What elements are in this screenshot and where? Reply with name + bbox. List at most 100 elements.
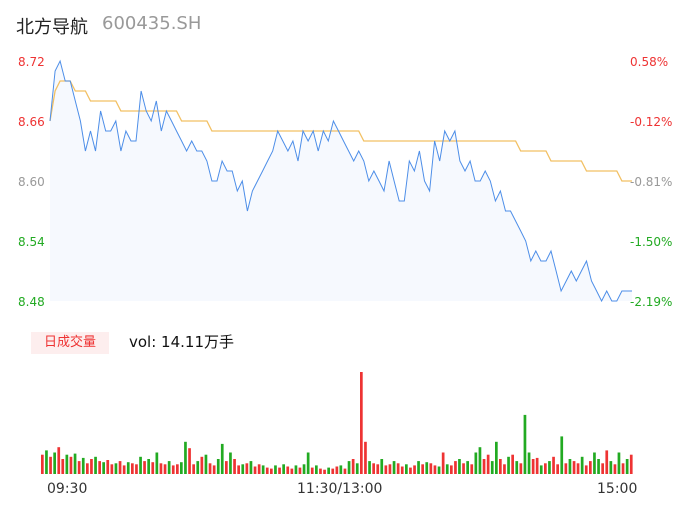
volume-bar	[552, 456, 555, 474]
volume-bar	[310, 467, 314, 474]
volume-bar	[409, 467, 412, 474]
volume-bar	[421, 464, 424, 474]
volume-bar	[294, 465, 298, 474]
volume-bar	[589, 461, 592, 474]
volume-bar	[184, 441, 187, 474]
volume-bar	[167, 461, 171, 474]
volume-bar	[171, 465, 175, 474]
volume-bar	[355, 463, 359, 474]
volume-bar	[507, 456, 510, 474]
y-right-tick-4: -2.19%	[630, 295, 672, 309]
volume-bar	[98, 461, 101, 474]
volume-bar	[282, 464, 285, 474]
volume-bar	[601, 463, 604, 474]
volume-bar	[192, 464, 195, 474]
volume-bar	[450, 465, 453, 474]
volume-bar	[495, 441, 498, 474]
volume-bar	[372, 463, 375, 474]
volume-bar	[147, 459, 150, 474]
volume-bar	[176, 464, 179, 474]
volume-bar	[53, 452, 56, 474]
volume-bar	[315, 465, 318, 474]
volume-bar	[597, 459, 600, 474]
volume-bar	[49, 456, 52, 474]
volume-bar	[290, 468, 294, 474]
volume-bar	[77, 461, 81, 474]
volume-bar	[593, 452, 596, 474]
volume-bar	[298, 467, 302, 474]
volume-bar	[511, 454, 514, 474]
volume-bar	[253, 466, 257, 474]
volume-bar	[81, 457, 85, 474]
volume-bar	[122, 465, 126, 474]
volume-bar	[388, 464, 392, 474]
volume-bar	[233, 459, 236, 474]
volume-bar	[343, 468, 347, 474]
volume-bar	[347, 461, 351, 474]
volume-bar	[478, 447, 482, 474]
stock-code: 600435.SH	[102, 13, 202, 34]
volume-bar	[437, 466, 441, 474]
volume-bar	[69, 456, 73, 474]
volume-bar	[159, 463, 163, 474]
volume-bar	[396, 463, 400, 474]
volume-bar	[560, 436, 564, 474]
y-left-tick-2: 8.60	[18, 175, 45, 189]
volume-bar	[429, 463, 433, 474]
volume-bar	[503, 464, 506, 474]
volume-bar	[220, 443, 224, 474]
volume-bar	[625, 459, 629, 474]
volume-bar	[286, 466, 290, 474]
volume-badge[interactable]: 日成交量	[31, 332, 109, 354]
volume-bar	[445, 464, 449, 474]
volume-bar	[302, 464, 306, 474]
volume-bar	[188, 448, 191, 474]
volume-bar	[94, 456, 97, 474]
volume-bar	[335, 466, 339, 474]
volume-bar	[306, 452, 310, 474]
avg-price-line	[49, 80, 632, 182]
volume-bar	[131, 463, 134, 474]
volume-bar	[200, 456, 204, 474]
volume-bar	[110, 464, 114, 474]
y-right-tick-0: 0.58%	[630, 55, 668, 69]
volume-bar	[544, 463, 547, 474]
volume-bar	[458, 459, 461, 474]
volume-bar	[180, 462, 183, 474]
x-tick-midday: 11:30/13:00	[297, 481, 383, 497]
volume-bar	[151, 462, 155, 474]
y-axis-right: 0.58% -0.12% -0.81% -1.50% -2.19%	[630, 55, 672, 309]
price-area	[50, 61, 632, 301]
volume-bar	[384, 465, 388, 474]
volume-bar	[548, 461, 551, 474]
volume-bar	[126, 462, 130, 474]
volume-bar	[490, 461, 494, 474]
volume-bar	[114, 463, 118, 474]
y-right-tick-3: -1.50%	[630, 235, 672, 249]
volume-bar	[572, 461, 576, 474]
volume-bar	[163, 464, 167, 474]
volume-bar	[617, 452, 621, 474]
volume-bar	[143, 461, 146, 474]
volume-bar	[229, 452, 232, 474]
volume-bar	[351, 459, 355, 474]
volume-bar	[462, 463, 465, 474]
volume-bar	[257, 464, 261, 474]
volume-bar	[515, 461, 519, 474]
volume-bar	[417, 461, 420, 474]
volume-bar	[204, 454, 208, 474]
volume-bar	[535, 457, 539, 474]
y-left-tick-4: 8.48	[18, 295, 45, 309]
volume-bar	[605, 450, 609, 474]
volume-bar	[454, 461, 457, 474]
volume-bar	[466, 461, 469, 474]
volume-bar	[237, 465, 240, 474]
volume-bar	[470, 464, 474, 474]
volume-bar	[106, 460, 110, 474]
volume-bar	[425, 462, 429, 474]
volume-bar	[261, 465, 265, 474]
volume-bar	[568, 459, 572, 474]
volume-bar	[400, 466, 404, 474]
volume-bar	[135, 464, 138, 474]
